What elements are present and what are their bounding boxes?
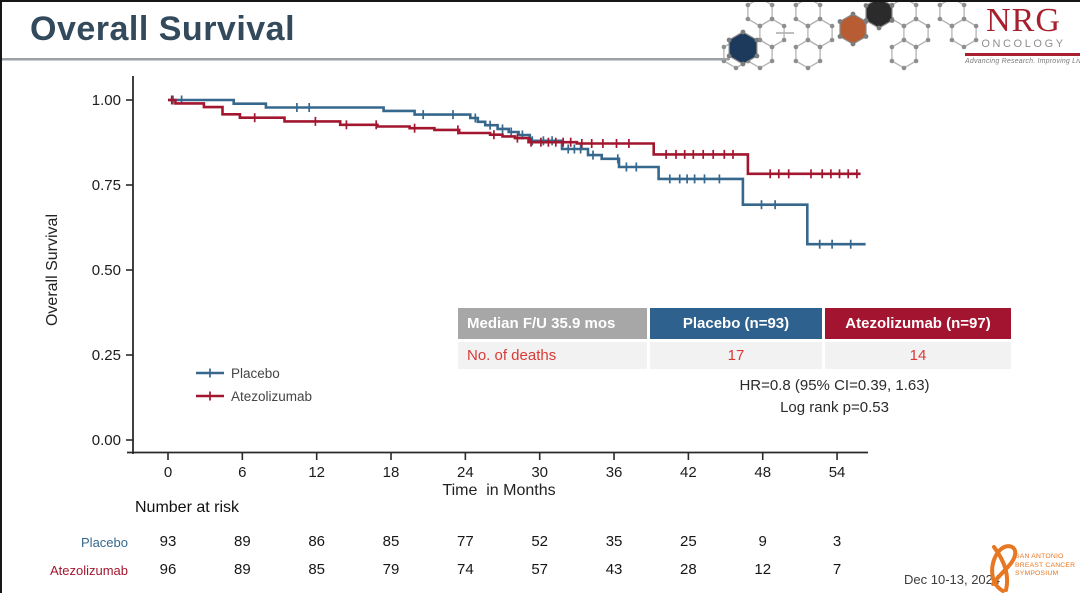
risk-value: 74	[457, 561, 474, 578]
conference-date: Dec 10-13, 2024	[904, 572, 1001, 587]
title-divider	[2, 58, 730, 60]
risk-value: 3	[832, 533, 842, 550]
x-tick-label: 24	[457, 464, 474, 481]
summary-header-median-fu: Median F/U 35.9 mos	[458, 308, 647, 339]
risk-row-label: Atezolizumab	[49, 563, 128, 578]
x-tick-label: 48	[754, 464, 771, 481]
y-tick-label: 1.00	[92, 92, 121, 109]
x-tick-label: 18	[383, 464, 400, 481]
x-tick-label: 6	[238, 464, 246, 481]
stats-annotation: HR=0.8 (95% CI=0.39, 1.63) Log rank p=0.…	[647, 375, 1022, 419]
page-title: Overall Survival	[30, 10, 296, 48]
x-tick-label: 30	[531, 464, 548, 481]
legend-label: Atezolizumab	[231, 389, 312, 404]
legend-label: Placebo	[231, 366, 280, 381]
sabcs-logo-text: SAN ANTONIO BREAST CANCER SYMPOSIUM	[1015, 553, 1075, 579]
nrg-logo-subtext: ONCOLOGY	[981, 38, 1066, 50]
summary-header-atezolizumab: Atezolizumab (n=97)	[825, 308, 1011, 339]
y-tick-label: 0.25	[92, 347, 121, 364]
hazard-ratio-text: HR=0.8 (95% CI=0.39, 1.63)	[739, 377, 930, 394]
x-tick-label: 12	[308, 464, 325, 481]
nrg-oncology-logo: NRG ONCOLOGY Advancing Research. Improvi…	[965, 4, 1080, 65]
legend: Placebo Atezolizumab	[196, 366, 312, 404]
nrg-logo-text: NRG	[986, 2, 1061, 39]
risk-value: 25	[680, 533, 697, 550]
risk-row-label: Placebo	[81, 535, 128, 550]
x-tick-label: 42	[680, 464, 697, 481]
risk-value: 57	[531, 561, 549, 578]
risk-value: 7	[832, 561, 842, 578]
y-tick-label: 0.75	[92, 177, 121, 194]
x-axis: 0 6 12 18 24 30 36 42 48 54 Time in Months	[127, 451, 868, 499]
risk-value: 79	[382, 561, 400, 578]
logrank-text: Log rank p=0.53	[780, 399, 889, 416]
x-tick-label: 0	[164, 464, 172, 481]
risk-value: 52	[531, 533, 549, 550]
y-axis: 0.00 0.25 0.50 0.75 1.00 Overall Survival	[44, 76, 134, 454]
summary-table: Median F/U 35.9 mos Placebo (n=93) Atezo…	[458, 308, 1011, 369]
x-tick-label: 36	[606, 464, 623, 481]
risk-value: 89	[233, 561, 251, 578]
nrg-logo-tagline: Advancing Research. Improving Lives.™	[965, 58, 1080, 65]
km-curve-atezolizumab	[168, 95, 861, 179]
x-tick-label: 54	[829, 464, 846, 481]
risk-value: 93	[159, 533, 177, 550]
risk-value: 12	[754, 561, 772, 578]
hexagon-molecule-decoration-icon	[2, 2, 979, 71]
risk-value: 86	[308, 533, 326, 550]
risk-value: 96	[159, 561, 177, 578]
risk-value: 28	[680, 561, 697, 578]
km-curve-placebo	[168, 95, 866, 249]
risk-value: 85	[382, 533, 400, 550]
y-tick-label: 0.00	[92, 432, 121, 449]
y-axis-title: Overall Survival	[44, 214, 61, 326]
risk-value: 89	[233, 533, 251, 550]
summary-header-placebo: Placebo (n=93)	[650, 308, 822, 339]
summary-deaths-placebo: 17	[650, 342, 822, 369]
nrg-logo-rule	[965, 53, 1080, 56]
x-axis-title: Time in Months	[442, 482, 555, 499]
summary-row-label-deaths: No. of deaths	[458, 342, 647, 369]
risk-value: 77	[457, 533, 474, 550]
risk-value: 9	[758, 533, 767, 550]
risk-table-heading: Number at risk	[135, 499, 240, 516]
sabcs-line-2: BREAST CANCER	[1015, 561, 1076, 569]
risk-value: 35	[605, 533, 623, 550]
risk-value: 85	[308, 561, 326, 578]
sabcs-line-3: SYMPOSIUM	[1015, 570, 1059, 578]
summary-deaths-atezolizumab: 14	[825, 342, 1011, 369]
risk-value: 43	[605, 561, 623, 578]
y-tick-label: 0.50	[92, 262, 121, 279]
sabcs-line-1: SAN ANTONIO	[1015, 553, 1064, 560]
